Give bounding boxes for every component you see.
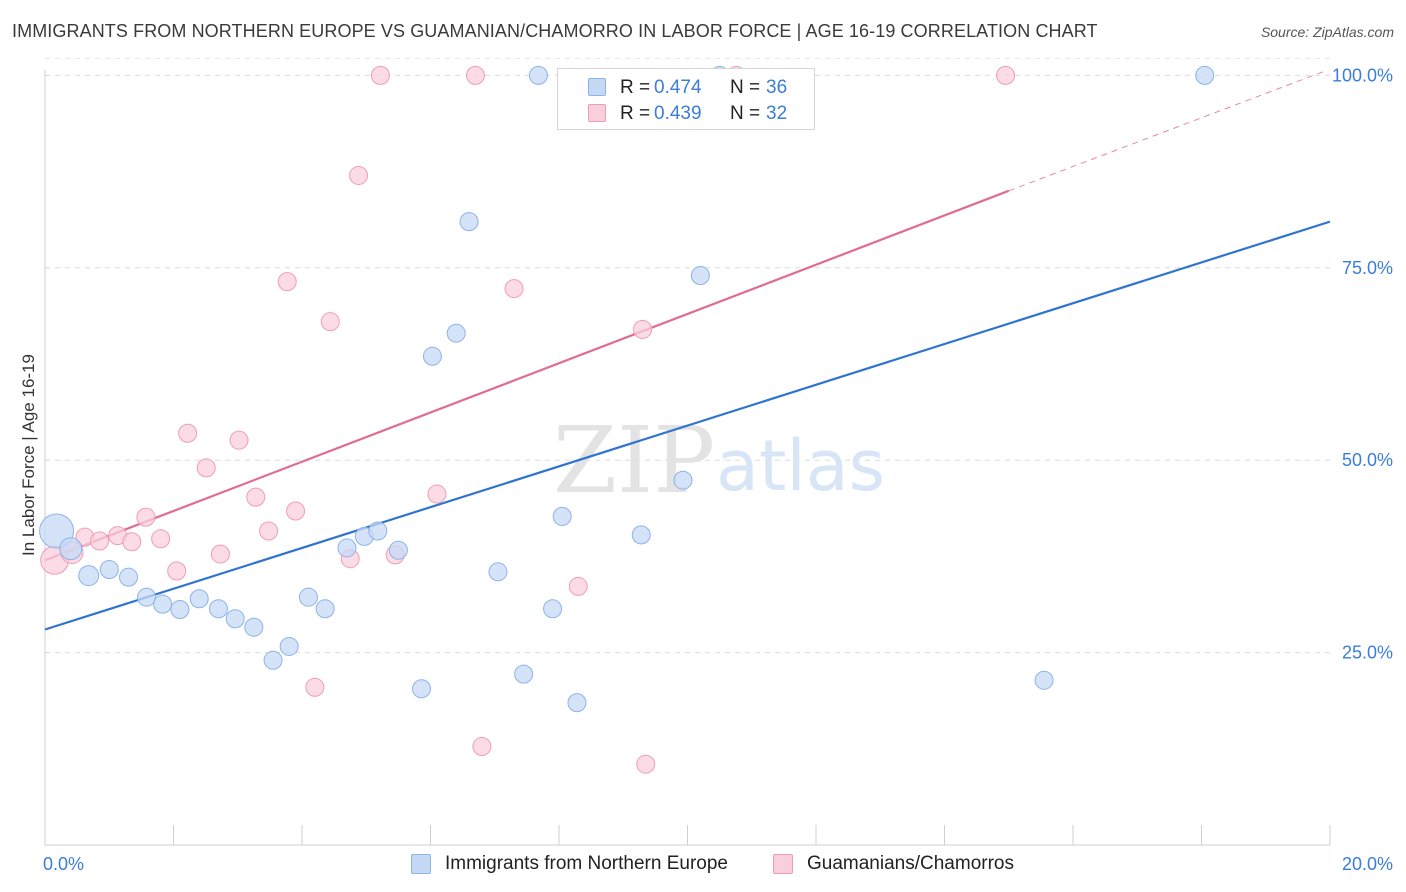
- legend-swatch-pink: [773, 854, 793, 874]
- r-value: 0.474: [654, 77, 702, 98]
- legend-swatch-pink: [588, 104, 606, 122]
- trend-extension-guamanians: [1008, 71, 1324, 192]
- y-axis-label: In Labor Force | Age 16-19: [19, 354, 38, 556]
- point-northern-europe: [631, 525, 651, 545]
- point-northern-europe: [673, 470, 693, 490]
- point-guamanians: [320, 312, 340, 332]
- point-northern-europe: [137, 587, 157, 607]
- point-guamanians: [151, 529, 171, 549]
- point-northern-europe: [315, 599, 335, 619]
- watermark: ZIP atlas: [553, 407, 885, 514]
- y-tick-label: 100.0%: [1332, 65, 1393, 85]
- point-northern-europe: [528, 65, 548, 85]
- source-credit: Source: ZipAtlas.com: [1260, 24, 1394, 40]
- point-northern-europe: [170, 600, 190, 619]
- point-northern-europe: [298, 587, 318, 607]
- point-northern-europe: [368, 521, 388, 541]
- chart-title: IMMIGRANTS FROM NORTHERN EUROPE VS GUAMA…: [12, 21, 1098, 41]
- n-value: 36: [766, 77, 788, 98]
- point-guamanians: [210, 544, 230, 564]
- point-northern-europe: [153, 594, 173, 614]
- point-guamanians: [229, 430, 249, 450]
- tick-labels: 25.0% 50.0% 75.0% 100.0% 0.0% 20.0% In Labor F…: [19, 65, 1393, 874]
- point-northern-europe: [244, 617, 264, 637]
- point-guamanians: [636, 754, 656, 774]
- x-tick-label: 0.0%: [43, 854, 84, 874]
- point-northern-europe: [388, 540, 408, 560]
- correlation-legend: R = 0.474 N = 36 R = 0.439 N = 32: [557, 68, 815, 130]
- points-northern-europe: [39, 65, 1215, 713]
- point-guamanians: [122, 532, 142, 552]
- point-northern-europe: [567, 693, 587, 713]
- point-northern-europe: [514, 664, 534, 684]
- n-label: N =: [730, 77, 761, 98]
- point-northern-europe: [189, 589, 209, 609]
- point-guamanians: [90, 531, 110, 551]
- point-guamanians: [472, 736, 492, 756]
- axes: [44, 70, 1331, 846]
- point-guamanians: [305, 677, 325, 697]
- point-guamanians: [259, 521, 279, 541]
- y-tick-label: 50.0%: [1342, 450, 1393, 470]
- point-guamanians: [370, 65, 390, 85]
- point-northern-europe: [459, 212, 479, 232]
- point-northern-europe: [1195, 65, 1215, 85]
- point-guamanians: [427, 484, 447, 504]
- point-northern-europe: [446, 323, 466, 343]
- point-guamanians: [286, 501, 306, 521]
- n-value: 32: [766, 103, 788, 124]
- point-guamanians: [196, 458, 216, 478]
- point-northern-europe: [78, 565, 100, 587]
- point-guamanians: [349, 165, 369, 185]
- point-northern-europe: [543, 599, 563, 619]
- y-tick-label: 75.0%: [1342, 258, 1393, 278]
- r-label: R =: [620, 77, 651, 98]
- point-northern-europe: [488, 562, 508, 582]
- point-guamanians: [246, 487, 266, 507]
- point-guamanians: [277, 272, 297, 292]
- point-northern-europe: [412, 679, 432, 699]
- trend-lines: [44, 71, 1331, 631]
- point-guamanians: [633, 319, 653, 339]
- n-label: N =: [730, 103, 761, 124]
- trend-line-guamanians: [44, 189, 1010, 562]
- point-northern-europe: [337, 538, 357, 558]
- point-northern-europe: [552, 506, 572, 526]
- point-northern-europe: [1034, 670, 1054, 690]
- point-northern-europe: [99, 559, 119, 579]
- r-label: R =: [620, 103, 651, 124]
- point-northern-europe: [422, 346, 442, 366]
- point-guamanians: [136, 507, 156, 527]
- trend-line-northern-europe: [44, 220, 1331, 631]
- point-northern-europe: [119, 567, 139, 587]
- point-northern-europe: [208, 599, 228, 619]
- y-tick-label: 25.0%: [1342, 643, 1393, 663]
- point-northern-europe: [690, 265, 710, 285]
- point-guamanians: [465, 65, 485, 85]
- point-northern-europe: [263, 650, 283, 670]
- legend-swatch-blue: [411, 854, 431, 874]
- legend-swatch-blue: [588, 78, 606, 96]
- series-name: Guamanians/Chamorros: [807, 853, 1014, 874]
- x-tick-label: 20.0%: [1342, 854, 1393, 874]
- point-northern-europe: [225, 609, 245, 629]
- point-guamanians: [568, 576, 588, 596]
- point-guamanians: [167, 561, 187, 581]
- watermark-atlas: atlas: [716, 425, 885, 507]
- point-northern-europe: [279, 636, 299, 656]
- r-value: 0.439: [654, 103, 702, 124]
- point-guamanians: [504, 279, 524, 299]
- series-name: Immigrants from Northern Europe: [445, 853, 728, 874]
- gridlines: [45, 57, 1330, 654]
- point-northern-europe: [59, 537, 83, 561]
- point-guamanians: [996, 65, 1016, 85]
- point-guamanians: [178, 423, 198, 443]
